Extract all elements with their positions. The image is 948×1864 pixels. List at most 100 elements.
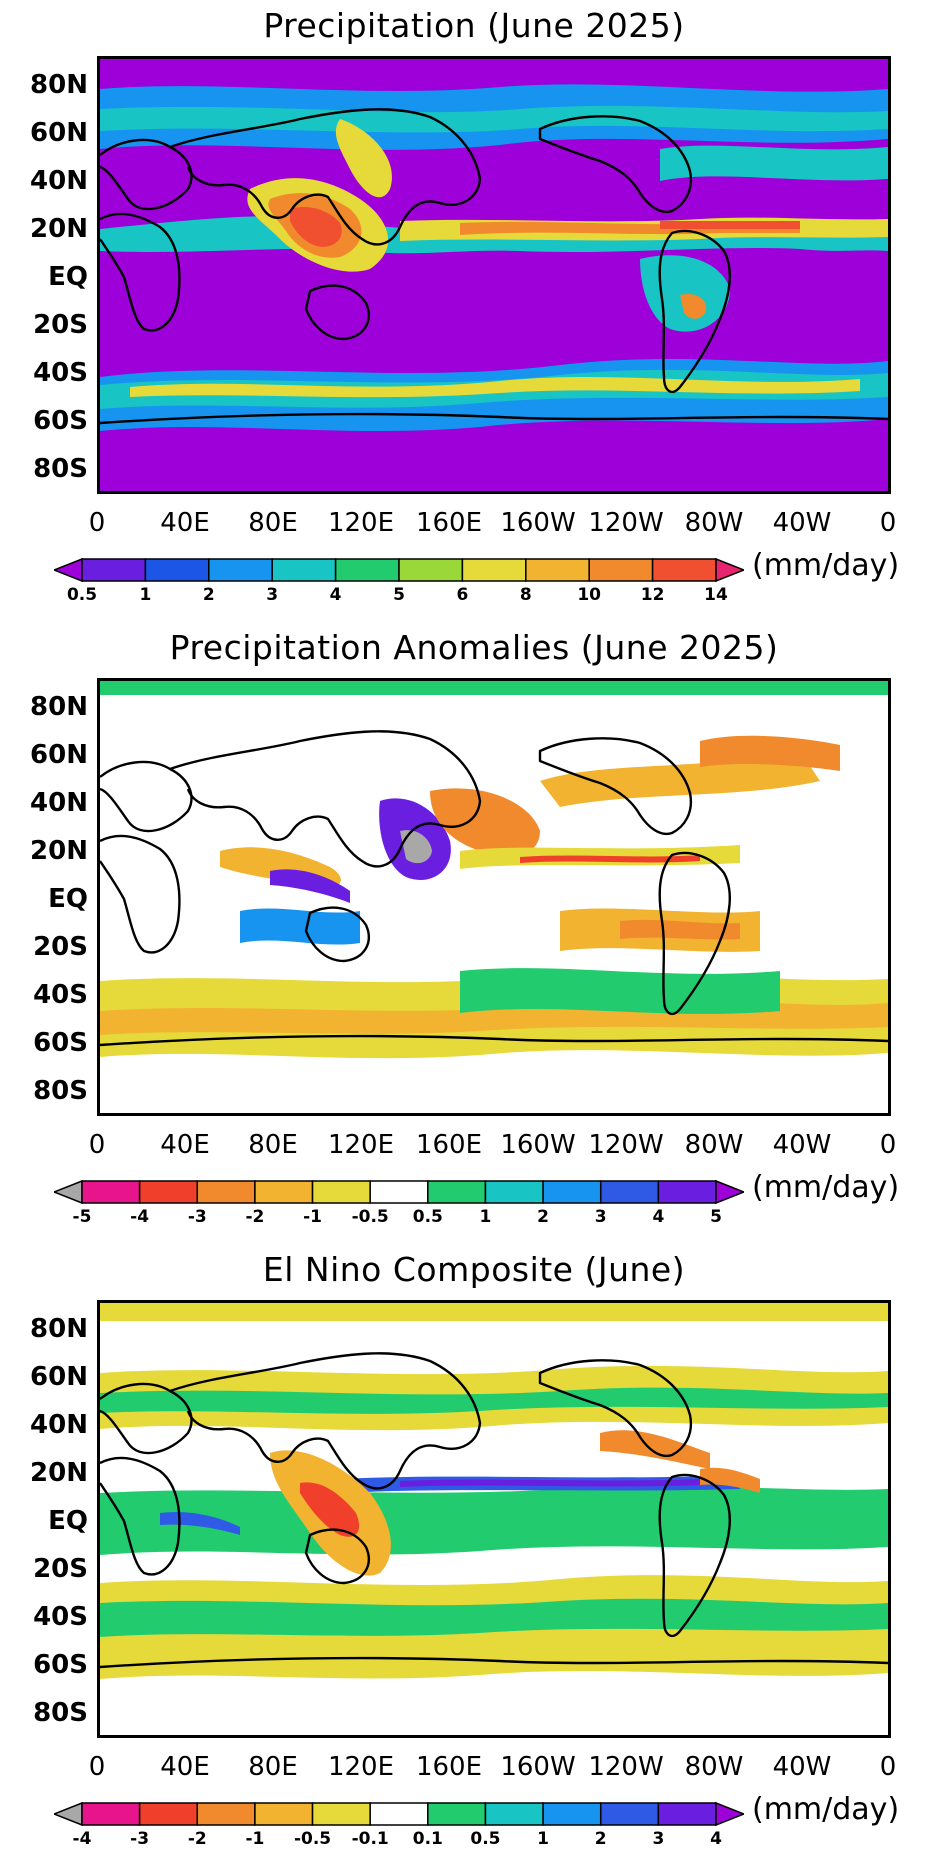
colorbar-tick-label: -0.5 xyxy=(351,1207,389,1227)
lat-label: 20N xyxy=(30,836,88,866)
colorbar-tick-label: -3 xyxy=(130,1829,150,1849)
colorbar-tick-label: 1 xyxy=(537,1829,549,1849)
colorbar-swatch xyxy=(369,1180,429,1204)
lon-label: 0 xyxy=(879,508,897,538)
colorbar-tick-label: 12 xyxy=(640,585,665,605)
colorbar-tick-label: -3 xyxy=(187,1207,207,1227)
colorbar-tick-label: 5 xyxy=(710,1207,722,1227)
lat-label: 20S xyxy=(33,932,88,962)
colorbar-swatch xyxy=(254,1802,314,1826)
colorbar-swatch xyxy=(651,558,717,582)
lat-label: 20S xyxy=(33,1554,88,1584)
lon-label: 120W xyxy=(588,1752,664,1782)
lat-label: 40N xyxy=(30,1410,88,1440)
colorbar-tick-label: 6 xyxy=(456,585,469,605)
lat-label: 80N xyxy=(30,70,88,100)
colorbar-swatch xyxy=(196,1180,256,1204)
colorbar-tick-label: -4 xyxy=(72,1829,92,1849)
panel-title: Precipitation Anomalies (June 2025) xyxy=(169,628,779,667)
lon-label: 120W xyxy=(588,508,664,538)
lon-label: 80W xyxy=(684,508,744,538)
colorbar-swatch xyxy=(427,1802,487,1826)
lat-label: 40S xyxy=(33,1602,88,1632)
colorbar-tick-label: 2 xyxy=(537,1207,549,1227)
lat-label: 80N xyxy=(30,1314,88,1344)
colorbar-swatch xyxy=(208,558,273,582)
lat-label: 60N xyxy=(30,740,88,770)
lat-label: 40S xyxy=(33,980,88,1010)
lon-label: 40W xyxy=(772,508,832,538)
colorbar-swatch xyxy=(484,1802,544,1826)
colorbar-swatches xyxy=(51,1179,747,1205)
colorbar: 0.5 1 2 3 4 5 6 8 10 12 14 xyxy=(51,557,747,607)
units-label: (mm/day) xyxy=(752,1170,900,1205)
lon-label: 80W xyxy=(684,1752,744,1782)
colorbar-swatch xyxy=(369,1802,429,1826)
colorbar-tick-label: 4 xyxy=(329,585,342,605)
colorbar-swatch xyxy=(461,558,527,582)
lon-label: 0 xyxy=(88,508,106,538)
lon-label: 80E xyxy=(248,1130,298,1160)
lon-label: 0 xyxy=(879,1752,897,1782)
lat-label: 60S xyxy=(33,1650,88,1680)
colorbar-high-arrow xyxy=(715,557,747,583)
lat-label: EQ xyxy=(48,1506,88,1536)
colorbar-tick-label: 3 xyxy=(594,1207,607,1227)
colorbar: -5 -4 -3 -2 -1 -0.5 0.5 1 2 3 4 5 xyxy=(51,1179,747,1229)
lat-label: 80S xyxy=(33,1076,88,1106)
colorbar-tick-label: 3 xyxy=(266,585,279,605)
colorbar-tick-label: 0.5 xyxy=(470,1829,501,1849)
colorbar-swatch xyxy=(599,1802,660,1826)
colorbar-swatch xyxy=(271,558,337,582)
lon-label: 160E xyxy=(415,1752,483,1782)
colorbar-tick-label: -1 xyxy=(303,1207,322,1227)
el-nino-composite-map xyxy=(97,1300,891,1738)
lat-label: 20N xyxy=(30,214,88,244)
lat-label: 60S xyxy=(33,406,88,436)
colorbar-swatch xyxy=(81,1802,141,1826)
lat-label: 60N xyxy=(30,1362,88,1392)
colorbar-high-arrow xyxy=(715,1801,747,1827)
lat-label: 60N xyxy=(30,118,88,148)
colorbar-tick-label: 10 xyxy=(577,585,602,605)
lon-label: 0 xyxy=(88,1752,106,1782)
lat-label: 60S xyxy=(33,1028,88,1058)
colorbar-tick-label: -2 xyxy=(187,1829,207,1849)
colorbar-swatch xyxy=(398,558,464,582)
lon-label: 160E xyxy=(415,508,483,538)
colorbar-swatch xyxy=(334,558,400,582)
colorbar-tick-label: -0.1 xyxy=(351,1829,389,1849)
colorbar-swatch xyxy=(588,558,654,582)
colorbar-swatches xyxy=(51,1801,747,1827)
panel-title: El Nino Composite (June) xyxy=(262,1250,686,1289)
colorbar-swatch xyxy=(138,1180,199,1204)
lon-label: 120E xyxy=(327,1752,395,1782)
colorbar: -4 -3 -2 -1 -0.5 -0.1 0.1 0.5 1 2 3 4 xyxy=(51,1801,747,1851)
lon-label: 120E xyxy=(327,1130,395,1160)
colorbar-tick-label: 5 xyxy=(393,585,405,605)
colorbar-low-arrow xyxy=(51,1801,83,1827)
colorbar-swatch xyxy=(254,1180,314,1204)
lon-label: 40W xyxy=(772,1752,832,1782)
lon-label: 160E xyxy=(415,1130,483,1160)
lon-label: 80W xyxy=(684,1130,744,1160)
colorbar-tick-label: 0.1 xyxy=(412,1829,443,1849)
colorbar-tick-label: -5 xyxy=(72,1207,92,1227)
units-label: (mm/day) xyxy=(752,548,900,583)
colorbar-tick-label: 0.5 xyxy=(66,585,98,605)
colorbar-tick-label: 2 xyxy=(202,585,215,605)
colorbar-tick-label: -0.5 xyxy=(293,1829,332,1849)
lon-label: 80E xyxy=(248,508,298,538)
colorbar-swatch xyxy=(657,1180,717,1204)
colorbar-swatch xyxy=(525,558,590,582)
anomalies-map xyxy=(97,678,891,1116)
colorbar-tick-label: 1 xyxy=(139,585,152,605)
colorbar-low-arrow xyxy=(51,1179,83,1205)
colorbar-tick-label: 3 xyxy=(652,1829,665,1849)
colorbar-swatch xyxy=(657,1802,717,1826)
lon-label: 40W xyxy=(772,1130,832,1160)
lat-label: 40N xyxy=(30,788,88,818)
lon-label: 40E xyxy=(160,1130,210,1160)
colorbar-low-arrow xyxy=(51,557,83,583)
colorbar-swatch xyxy=(599,1180,660,1204)
